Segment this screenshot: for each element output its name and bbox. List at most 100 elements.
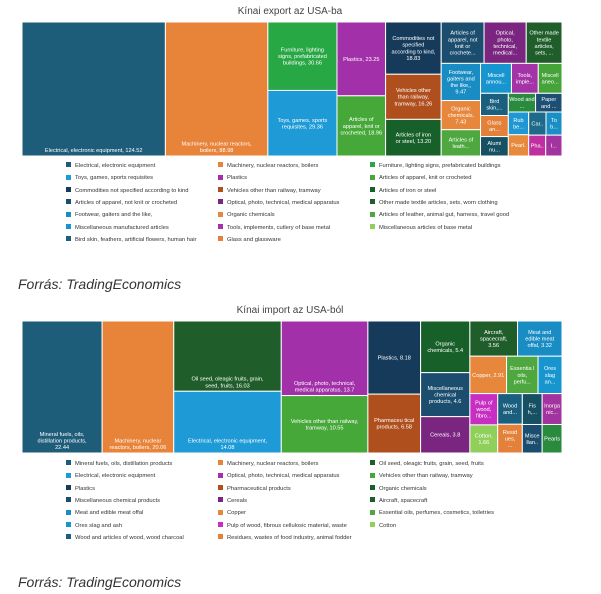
legend-swatch [66,211,71,217]
treemap-label: Meat and [528,330,551,336]
treemap-label: reactors, boilers, 20.06 [109,445,166,451]
treemap-label: chemicals, 5.4 [427,348,463,354]
legend-label: Meat and edible meat offal [75,510,144,517]
legend-label: Machinery, nuclear reactors, boilers [227,163,319,169]
legend-swatch [66,534,71,540]
treemap-label: Aircraft, [484,330,504,336]
legend-label: Organic chemicals [227,212,275,219]
treemap-rect [280,395,369,453]
treemap-tile-pearls: Pearls [541,423,562,453]
treemap-rect [336,95,387,156]
legend-label: Tools, implements, cutlery of base metal [227,224,331,231]
legend-label: Miscellaneous manufactured articles [75,224,169,231]
legend-item: Miscellaneous articles of base metal [370,223,472,232]
legend-swatch [370,521,375,527]
legend-item: Ores slag and ash [66,521,122,530]
treemap-label: Plastics, 23.25 [343,57,379,63]
legend-swatch [370,223,375,229]
treemap-label: Pha.. [531,143,545,149]
treemap-label: Rub [513,118,523,124]
treemap-tile-optical-photo-technical-medical-apparatus: Optical,photo,technical,medical... [483,22,527,64]
legend-item: Footwear, gaiters and the like, [66,211,152,219]
treemap-label: buildings, 30.66 [283,61,322,67]
treemap-label: distillation products, [37,438,87,444]
treemap-tile-paper-and-paperboard: Paperand ... [535,92,562,113]
treemap-label: or steel, 13.20 [396,139,431,145]
legend-label: Vehicles other than railway, tramway [227,187,321,194]
legend-label: Glass and glassware [227,236,281,243]
treemap-label: tramway, 16.26 [394,101,432,107]
treemap-rect [173,390,282,453]
treemap-label: Articles of [449,137,474,143]
treemap-tile-aluminium: Aluminu... [480,136,509,156]
treemap-tile-pulp-of-wood-fibrous-cellulosic-material-waste: Pulp ofwood,fibro... [469,393,499,426]
legend-item: Essential oils, perfumes, cosmetics, toi… [370,509,494,517]
legend-label: Electrical, electronic equipment [75,473,156,480]
treemap-rect [420,372,471,418]
legend-item: Articles of iron or steel [370,187,436,195]
legend-item: Articles of apparel, not knit or crochet… [66,199,177,207]
import-treemap: Mineral fuels, oils,distillation product… [22,321,562,453]
treemap-label: I... [551,143,558,149]
legend-swatch [66,521,71,527]
treemap-label: Resid [503,430,517,436]
treemap-label: crocheted, 18.96 [340,130,382,136]
legend-swatch [370,211,375,217]
legend-swatch [218,509,223,515]
treemap-label: Pulp of [475,401,493,407]
treemap-label: skin,... [486,106,503,112]
legend-item: Toys, games, sports requisites [66,174,153,182]
legend-swatch [218,497,223,503]
treemap-label: Articles of [349,117,374,123]
treemap-label: be... [513,125,524,131]
legend-label: Bird skin, feathers, artificial flowers,… [75,236,197,243]
export-treemap: Electrical, electronic equipment, 124.52… [22,22,562,156]
treemap-rect [506,355,539,395]
treemap-label: products, 4.6 [429,399,461,405]
treemap-rect [420,321,471,374]
treemap-label: Misce [525,433,540,439]
treemap-label: Optical, photo, technical, [294,381,356,387]
legend-swatch [370,187,375,193]
legend-swatch [218,460,223,466]
import-source: Forrás: TradingEconomics [18,574,182,590]
export-source: Forrás: TradingEconomics [18,276,182,292]
legend-swatch [218,174,223,180]
treemap-rect [22,321,103,453]
legend-label: Mineral fuels, oils, distillation produc… [75,461,173,467]
treemap-rect [22,22,166,156]
legend-item: Pulp of wood, fibrous cellulosic materia… [218,521,347,530]
legend-swatch [218,521,223,527]
legend-label: Furniture, lighting signs, prefabricated… [379,163,501,169]
legend-label: Articles of leather, animal gut, harness… [379,212,510,219]
legend-swatch [218,162,223,168]
treemap-label: crochete... [450,50,477,56]
treemap-tile-cotton: Cotton,1.66 [469,424,499,453]
treemap-label: Mineral fuels, oils, [40,432,85,438]
treemap-label: apparel, not [448,37,478,43]
legend-swatch [66,236,71,242]
legend-item: Oil seed, oleagic fruits, grain, seed, f… [370,460,484,468]
treemap-label: b... [550,125,558,131]
treemap-label: perfu... [514,379,532,385]
treemap-tile-plastics: Plastics, 23.25 [336,22,387,97]
import-chart-title: Kínai import az USA-ból [236,305,344,316]
legend-label: Wood and articles of wood, wood charcoal [75,534,184,541]
treemap-label: ues, [505,436,516,442]
treemap-label: articles, [534,44,554,50]
treemap-label: Alumi [487,141,501,147]
treemap-label: medical... [493,50,517,56]
legend-item: Meat and edible meat offal [66,509,143,517]
treemap-label: imple... [516,80,534,86]
legend-item: Electrical, electronic equipment [66,162,155,170]
treemap-label: Commodities not [392,36,434,42]
treemap-rect [280,321,369,397]
treemap-label: Footwear, [449,70,474,76]
legend-item: Organic chemicals [218,211,275,219]
legend-swatch [370,199,375,205]
treemap-label: Other made [529,31,559,37]
treemap-label: Machinery, nuclear [115,438,162,444]
